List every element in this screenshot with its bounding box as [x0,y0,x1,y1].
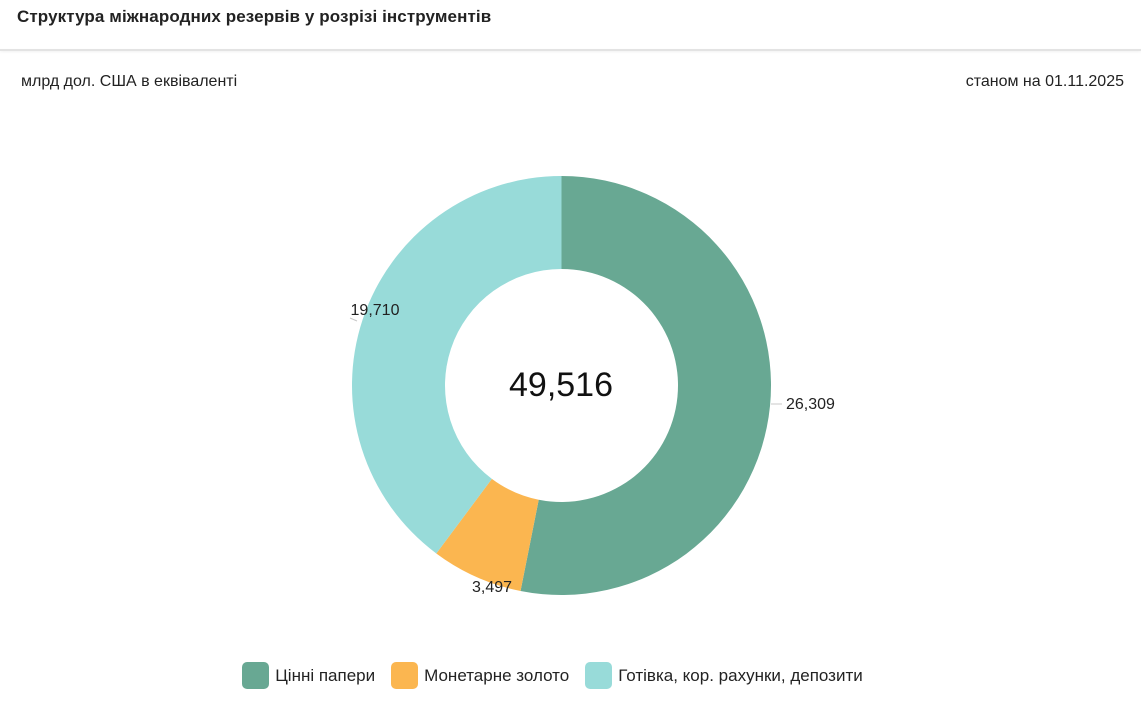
legend-swatch-cash-deposits [585,662,613,689]
slice-monetary-gold[interactable] [436,478,539,591]
as-of-date: станом на 01.11.2025 [965,73,1124,90]
chart-header: Структура міжнародних резервів у розрізі… [0,0,1141,49]
legend-label: Готівка, кор. рахунки, депозити [618,665,863,685]
donut-slices [352,176,771,595]
label-leader-lines [349,317,782,405]
header-divider [0,49,1141,51]
leader-line [349,317,358,322]
slice-cash-deposits[interactable] [352,176,562,554]
chart-legend: Цінні папери Монетарне золото Готівка, к… [0,662,1105,689]
chart-title: Структура міжнародних резервів у розрізі… [17,7,492,26]
legend-label: Цінні папери [275,665,376,685]
slice-labels: 26,309 3,497 19,710 [351,302,836,596]
unit-label: млрд дол. США в еквіваленті [21,73,238,90]
legend-label: Монетарне золото [424,665,570,685]
center-total: 49,516 [509,366,613,404]
legend-item-cash-deposits[interactable]: Готівка, кор. рахунки, депозити [585,662,863,689]
slice-value-label: 26,309 [786,396,835,413]
slice-value-label: 19,710 [351,302,400,319]
slice-value-label: 3,497 [472,579,512,596]
slice-securities[interactable] [520,176,771,595]
legend-swatch-securities [242,662,270,689]
legend-swatch-monetary-gold [391,662,419,689]
donut-chart: 26,309 3,497 19,710 49,516 [349,176,836,596]
legend-item-securities[interactable]: Цінні папери [242,662,375,689]
legend-item-monetary-gold[interactable]: Монетарне золото [391,662,569,689]
